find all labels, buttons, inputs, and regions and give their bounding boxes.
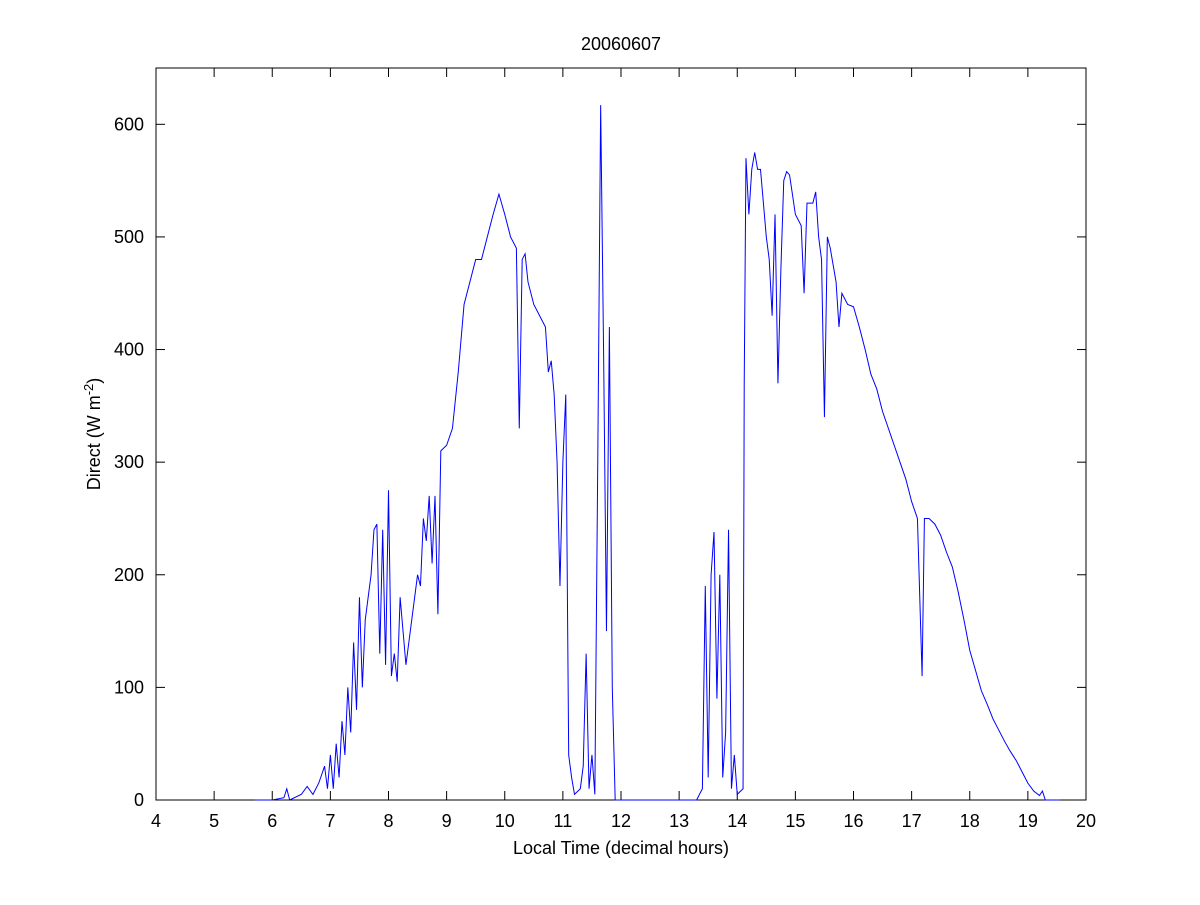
x-tick-label: 13 <box>669 811 689 831</box>
y-tick-label: 200 <box>114 565 144 585</box>
y-tick-label: 300 <box>114 452 144 472</box>
x-tick-label: 8 <box>383 811 393 831</box>
x-tick-label: 14 <box>727 811 747 831</box>
data-line <box>254 105 1060 801</box>
y-axis-label-sup: -2 <box>81 384 96 396</box>
x-tick-label: 15 <box>785 811 805 831</box>
x-tick-label: 18 <box>960 811 980 831</box>
chart-title: 20060607 <box>581 34 661 54</box>
x-tick-label: 10 <box>495 811 515 831</box>
plot-box <box>155 67 1087 801</box>
y-tick-label: 100 <box>114 677 144 697</box>
x-tick-label: 12 <box>611 811 631 831</box>
y-tick-label: 500 <box>114 227 144 247</box>
x-tick-label: 19 <box>1018 811 1038 831</box>
y-axis-label-main: Direct (W m <box>84 395 104 490</box>
x-tick-label: 20 <box>1076 811 1096 831</box>
x-tick-label: 4 <box>151 811 161 831</box>
x-tick-label: 7 <box>325 811 335 831</box>
y-tick-label: 0 <box>134 790 144 810</box>
y-axis-label-end: ) <box>84 378 104 384</box>
y-tick-label: 600 <box>114 114 144 134</box>
x-axis-label: Local Time (decimal hours) <box>513 838 729 858</box>
y-tick-label: 400 <box>114 340 144 360</box>
x-tick-label: 9 <box>442 811 452 831</box>
x-tick-label: 5 <box>209 811 219 831</box>
x-tick-label: 16 <box>843 811 863 831</box>
y-axis-label: Direct (W m-2) <box>81 378 104 491</box>
x-tick-label: 17 <box>902 811 922 831</box>
x-tick-label: 11 <box>554 811 573 831</box>
x-tick-label: 6 <box>267 811 277 831</box>
